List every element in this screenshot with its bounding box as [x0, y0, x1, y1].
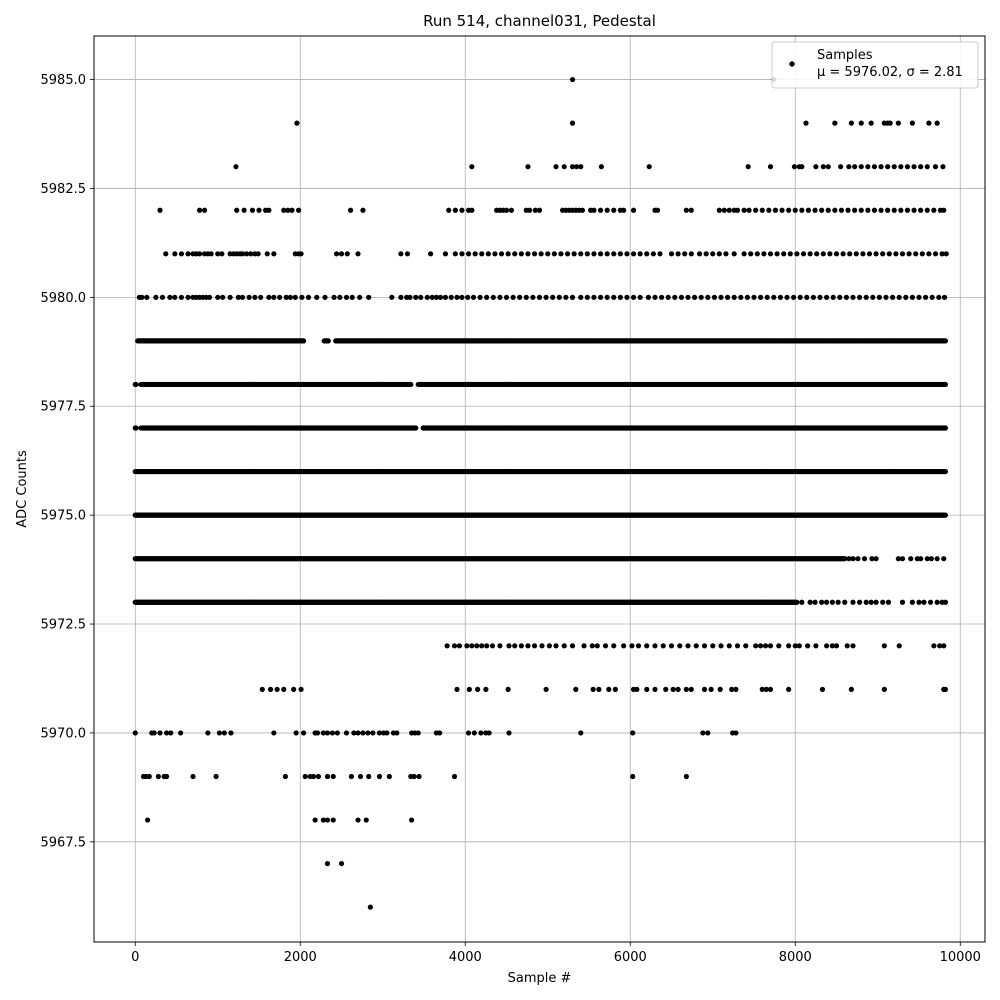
data-point: [408, 381, 414, 388]
data-point: [133, 381, 139, 388]
data-points: [132, 76, 949, 910]
data-point: [942, 468, 949, 475]
data-point: [842, 556, 848, 562]
data-point: [942, 512, 949, 518]
data-point: [942, 425, 949, 431]
data-point: [413, 425, 419, 431]
data-point: [133, 425, 139, 431]
